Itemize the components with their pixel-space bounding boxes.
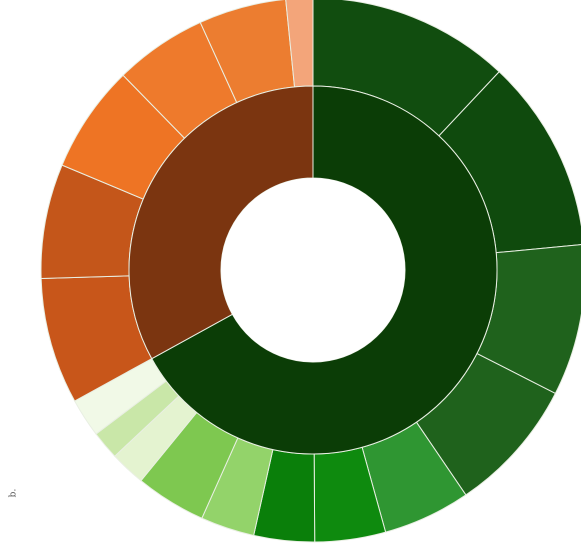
outer-ring (40, 0, 581, 543)
center-hole (221, 178, 405, 362)
panel-label: b. (8, 488, 19, 498)
